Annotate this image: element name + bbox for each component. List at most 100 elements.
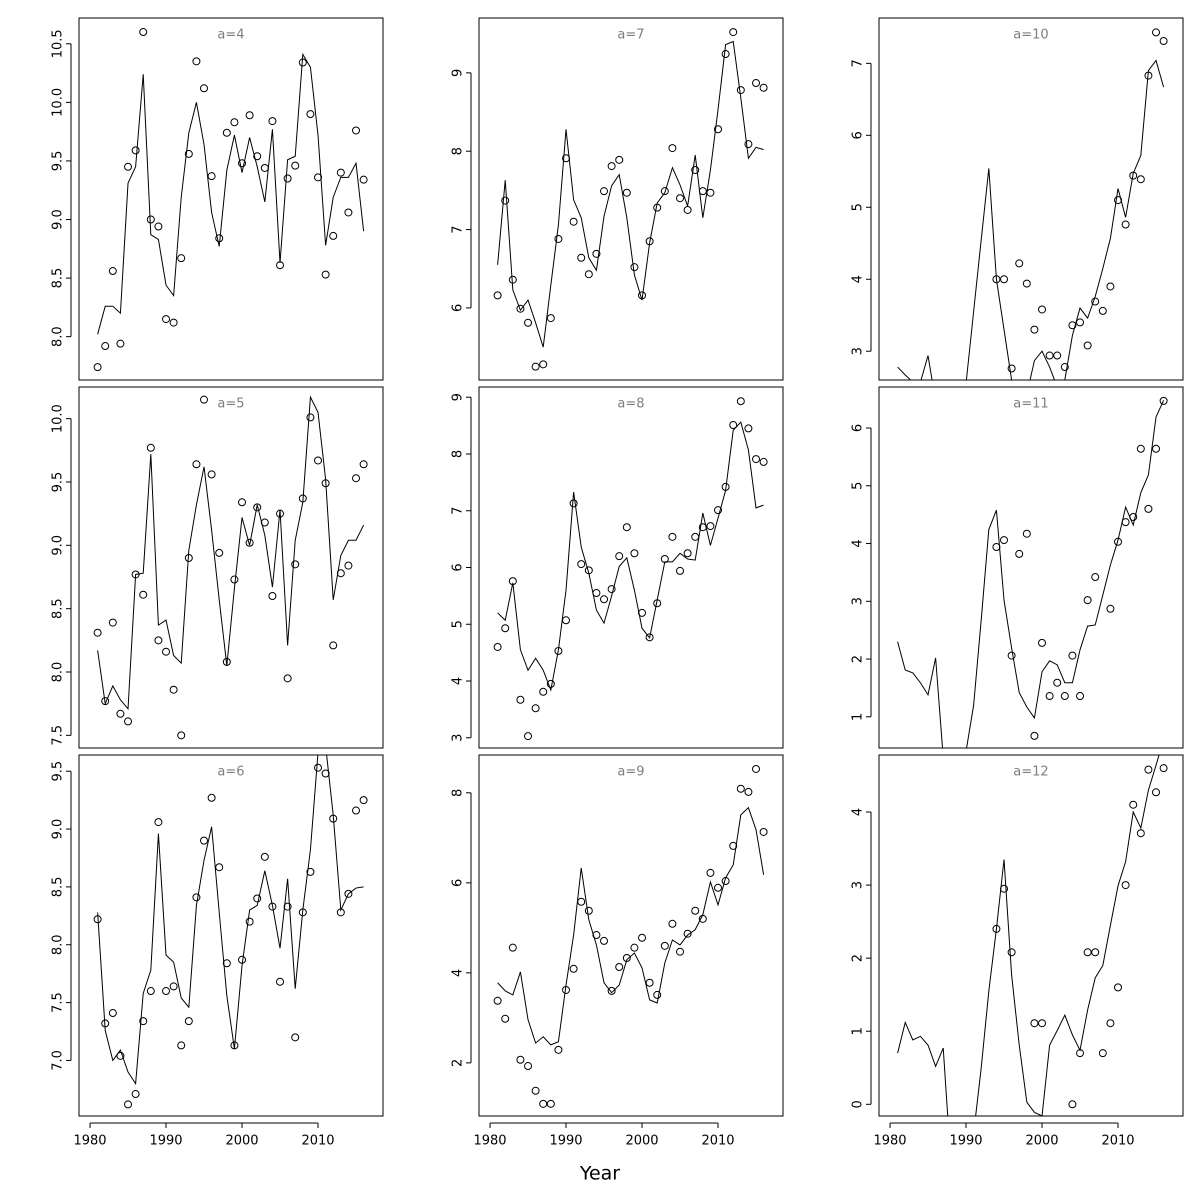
data-point bbox=[207, 172, 216, 181]
data-point bbox=[1068, 651, 1077, 660]
data-point bbox=[736, 397, 745, 406]
data-point bbox=[1121, 881, 1130, 890]
data-point bbox=[1159, 764, 1168, 773]
data-point bbox=[314, 763, 323, 772]
data-point bbox=[116, 1051, 125, 1060]
data-point bbox=[344, 208, 353, 217]
data-point bbox=[569, 499, 578, 508]
data-point bbox=[1091, 573, 1100, 582]
data-point bbox=[131, 1090, 140, 1099]
data-point bbox=[1015, 259, 1024, 268]
data-point bbox=[691, 166, 700, 175]
data-point bbox=[177, 1041, 186, 1050]
x-tick-label: 2000 bbox=[225, 1134, 258, 1149]
y-tick-label: 1 bbox=[851, 1027, 866, 1035]
data-point bbox=[215, 863, 224, 872]
data-point bbox=[1000, 536, 1009, 545]
data-point bbox=[554, 1045, 563, 1054]
y-tick-label: 4 bbox=[851, 539, 866, 547]
data-point bbox=[508, 943, 517, 952]
data-point bbox=[615, 552, 624, 561]
data-point bbox=[539, 1099, 548, 1108]
data-point bbox=[744, 787, 753, 796]
data-point bbox=[1152, 444, 1161, 453]
data-point bbox=[1106, 604, 1115, 613]
data-point bbox=[291, 560, 300, 569]
fitted-line bbox=[897, 755, 1160, 1116]
data-point bbox=[607, 585, 616, 594]
data-point bbox=[736, 86, 745, 95]
panel-title: a=8 bbox=[617, 397, 644, 412]
y-tick-label: 10.0 bbox=[51, 88, 66, 117]
data-point bbox=[1129, 800, 1138, 809]
data-point bbox=[200, 84, 209, 93]
data-point bbox=[706, 868, 715, 877]
panel: a=4 8.0 8.5 9.0 9.5 10.0 10.5 bbox=[51, 17, 384, 381]
data-point bbox=[736, 784, 745, 793]
data-point bbox=[1030, 1019, 1039, 1028]
plot-frame bbox=[78, 17, 384, 381]
data-point bbox=[1136, 444, 1145, 453]
y-tick-label: 5 bbox=[851, 203, 866, 211]
data-point bbox=[108, 1009, 117, 1018]
y-tick-label: 9.5 bbox=[51, 472, 66, 493]
data-point bbox=[207, 793, 216, 802]
data-point bbox=[1030, 325, 1039, 334]
data-point bbox=[93, 628, 102, 637]
data-point bbox=[524, 318, 533, 327]
y-tick-label: 7 bbox=[451, 507, 466, 515]
y-tick-label: 8 bbox=[451, 147, 466, 155]
data-point bbox=[501, 196, 510, 205]
data-point bbox=[359, 796, 368, 805]
data-point bbox=[577, 897, 586, 906]
data-point bbox=[245, 538, 254, 547]
data-point bbox=[1038, 305, 1047, 314]
y-tick-label: 3 bbox=[451, 734, 466, 742]
plot-frame bbox=[478, 754, 784, 1117]
data-point bbox=[359, 460, 368, 469]
y-tick-label: 8.5 bbox=[51, 268, 66, 289]
data-point bbox=[184, 1017, 193, 1026]
data-point bbox=[177, 731, 186, 740]
data-point bbox=[744, 424, 753, 433]
data-point bbox=[1038, 638, 1047, 647]
x-tick-label: 2000 bbox=[625, 1134, 658, 1149]
data-point bbox=[200, 836, 209, 845]
data-point bbox=[291, 161, 300, 170]
data-point bbox=[352, 806, 361, 815]
data-point bbox=[600, 595, 609, 604]
data-point bbox=[516, 695, 525, 704]
y-tick-label: 6 bbox=[451, 304, 466, 312]
plot-frame bbox=[878, 754, 1184, 1117]
data-point bbox=[600, 187, 609, 196]
plot-frame bbox=[78, 386, 384, 749]
data-point bbox=[501, 624, 510, 633]
fitted-line bbox=[97, 395, 365, 710]
x-axis-label: Year bbox=[579, 1163, 620, 1185]
data-point bbox=[600, 936, 609, 945]
y-tick-label: 7.5 bbox=[51, 725, 66, 746]
x-tick-label: 1990 bbox=[549, 1134, 582, 1149]
data-point bbox=[253, 152, 262, 161]
data-point bbox=[1076, 692, 1085, 701]
data-point bbox=[501, 1014, 510, 1023]
panel: a=5 7.5 8.0 8.5 9.0 9.5 10.0 bbox=[51, 386, 384, 749]
y-tick-label: 4 bbox=[851, 275, 866, 283]
data-point bbox=[1053, 351, 1062, 360]
data-point bbox=[329, 231, 338, 240]
data-point bbox=[1159, 396, 1168, 405]
data-point bbox=[531, 704, 540, 713]
data-point bbox=[668, 919, 677, 928]
data-point bbox=[752, 79, 761, 88]
plot-frame bbox=[78, 754, 384, 1117]
data-point bbox=[260, 163, 269, 172]
data-point bbox=[1114, 983, 1123, 992]
data-point bbox=[1106, 282, 1115, 291]
data-point bbox=[1152, 788, 1161, 797]
data-point bbox=[592, 249, 601, 258]
data-point bbox=[154, 636, 163, 645]
data-point bbox=[516, 304, 525, 313]
data-point bbox=[493, 996, 502, 1005]
data-point bbox=[146, 443, 155, 452]
data-point bbox=[1068, 1100, 1077, 1109]
